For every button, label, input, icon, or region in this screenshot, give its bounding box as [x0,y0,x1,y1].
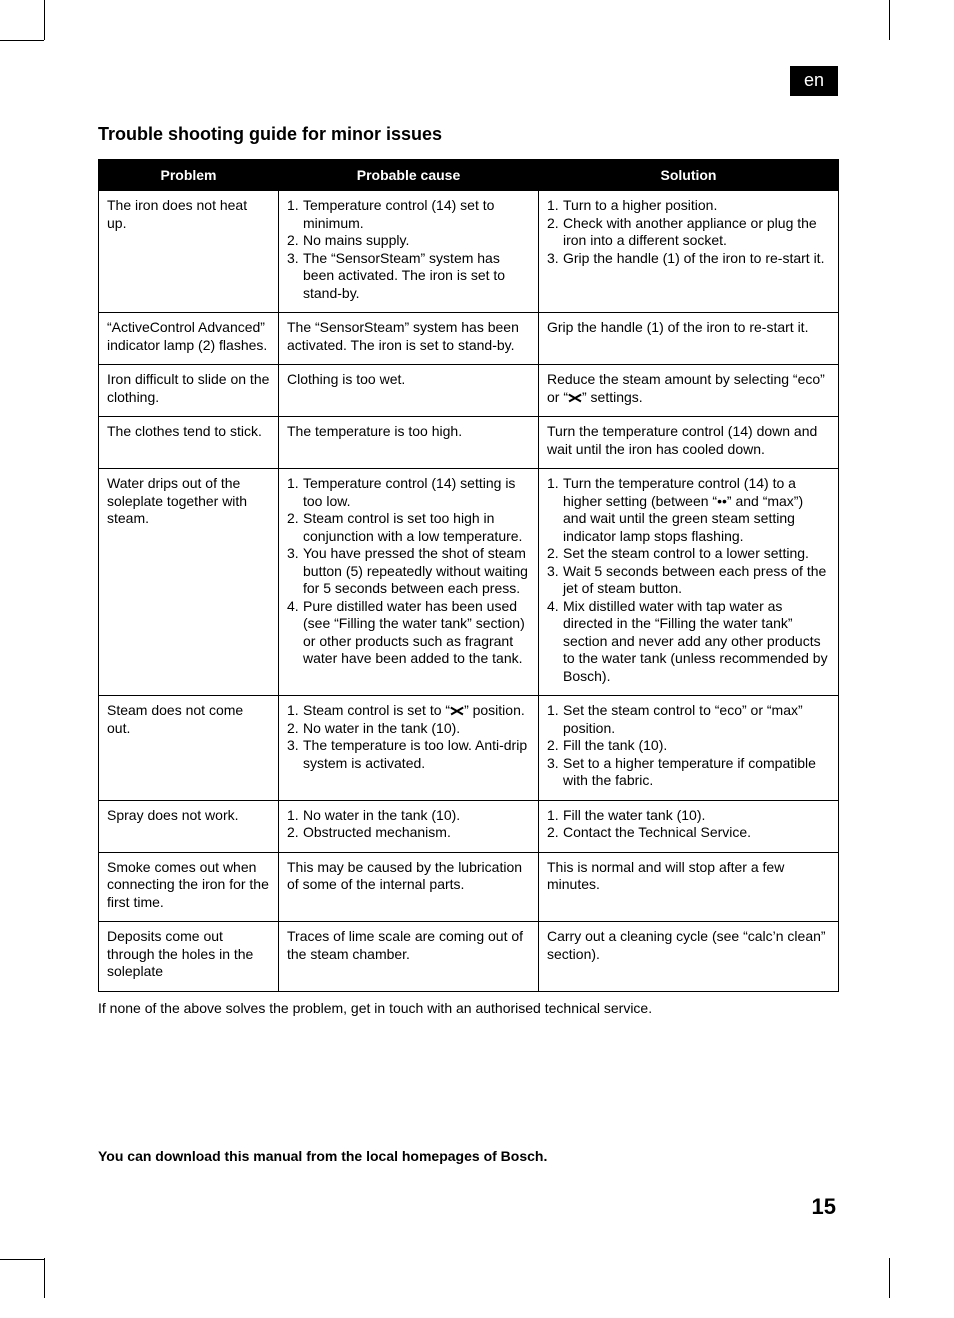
cell-problem: The iron does not heat up. [99,191,279,313]
cell-solution: 1.Turn to a higher position.2.Check with… [539,191,839,313]
cell-problem: Deposits come out through the holes in t… [99,922,279,992]
table-row: The iron does not heat up.1.Temperature … [99,191,839,313]
cell-cause: 1.Temperature control (14) setting is to… [279,469,539,696]
cell-solution: 1.Fill the water tank (10).2.Contact the… [539,800,839,852]
crop-mark [889,1258,890,1298]
page-content: en Trouble shooting guide for minor issu… [98,66,838,1016]
table-body: The iron does not heat up.1.Temperature … [99,191,839,992]
table-row: “ActiveControl Advanced” indicator lamp … [99,313,839,365]
crop-mark [0,40,44,41]
cell-problem: Iron difficult to slide on the clothing. [99,365,279,417]
footnote-text: If none of the above solves the problem,… [98,1000,838,1016]
troubleshooting-table: Problem Probable cause Solution The iron… [98,159,839,992]
cell-problem: Smoke comes out when connecting the iron… [99,852,279,922]
cell-problem: “ActiveControl Advanced” indicator lamp … [99,313,279,365]
cell-solution: 1.Turn the temperature control (14) to a… [539,469,839,696]
col-cause: Probable cause [279,160,539,191]
table-row: Spray does not work.1.No water in the ta… [99,800,839,852]
cell-cause: 1.No water in the tank (10).2.Obstructed… [279,800,539,852]
cell-cause: 1.Temperature control (14) set to minimu… [279,191,539,313]
cell-cause: 1.Steam control is set to “” position.2.… [279,696,539,801]
cell-cause: Clothing is too wet. [279,365,539,417]
page-number: 15 [812,1194,836,1220]
crop-mark [44,1258,45,1298]
col-solution: Solution [539,160,839,191]
language-badge: en [790,66,838,96]
cell-problem: The clothes tend to stick. [99,417,279,469]
cell-cause: Traces of lime scale are coming out of t… [279,922,539,992]
cell-problem: Steam does not come out. [99,696,279,801]
table-row: Water drips out of the soleplate togethe… [99,469,839,696]
table-header-row: Problem Probable cause Solution [99,160,839,191]
cell-cause: The “SensorSteam” system has been activa… [279,313,539,365]
cell-solution: Carry out a cleaning cycle (see “calc’n … [539,922,839,992]
crop-mark [0,1259,44,1260]
crop-mark [889,0,890,40]
table-row: Deposits come out through the holes in t… [99,922,839,992]
cell-solution: Turn the temperature control (14) down a… [539,417,839,469]
cell-cause: The temperature is too high. [279,417,539,469]
table-row: The clothes tend to stick.The temperatur… [99,417,839,469]
col-problem: Problem [99,160,279,191]
download-note: You can download this manual from the lo… [98,1148,547,1164]
cell-problem: Water drips out of the soleplate togethe… [99,469,279,696]
table-row: Smoke comes out when connecting the iron… [99,852,839,922]
crop-mark [44,0,45,40]
table-row: Iron difficult to slide on the clothing.… [99,365,839,417]
table-row: Steam does not come out.1.Steam control … [99,696,839,801]
section-title: Trouble shooting guide for minor issues [98,124,838,145]
cell-solution: This is normal and will stop after a few… [539,852,839,922]
cell-solution: Grip the handle (1) of the iron to re-st… [539,313,839,365]
cell-problem: Spray does not work. [99,800,279,852]
cell-cause: This may be caused by the lubrication of… [279,852,539,922]
no-steam-icon [450,705,464,717]
cell-solution: Reduce the steam amount by selecting “ec… [539,365,839,417]
cell-solution: 1.Set the steam control to “eco” or “max… [539,696,839,801]
no-steam-icon [568,392,582,404]
